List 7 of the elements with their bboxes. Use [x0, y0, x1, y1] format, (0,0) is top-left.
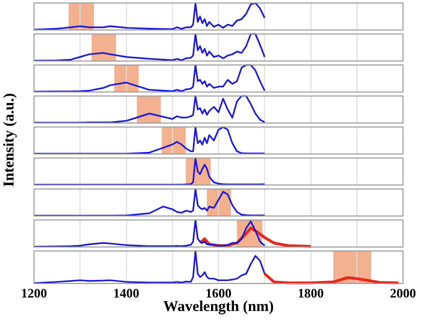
- x-axis-title: Wavelength (nm): [163, 298, 274, 315]
- x-tick-label: 1200: [21, 286, 47, 301]
- x-tick-label: 1400: [113, 286, 140, 301]
- x-tick-label: 1600: [206, 286, 232, 301]
- x-tick-label: 2000: [390, 286, 416, 301]
- x-tick-label: 1800: [298, 286, 324, 301]
- y-axis-title: Intensity (a.u.): [2, 92, 18, 186]
